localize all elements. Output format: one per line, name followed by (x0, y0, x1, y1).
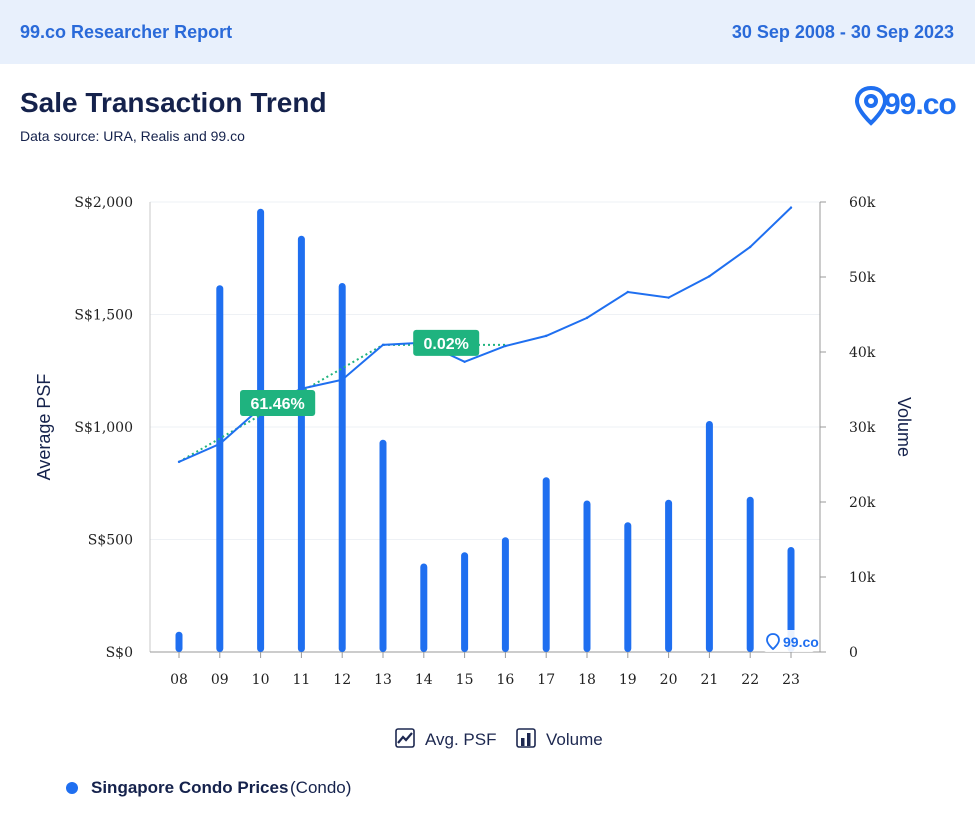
data-source-subtitle: Data source: URA, Realis and 99.co (20, 128, 245, 144)
avg-psf-point (463, 360, 466, 363)
page-title: Sale Transaction Trend (20, 87, 327, 118)
y2-tick-label: 40k (849, 345, 876, 361)
avg-psf-point (789, 206, 793, 209)
change-badge (240, 390, 316, 416)
volume-bar (624, 522, 632, 652)
avg-psf-point (504, 344, 507, 348)
avg-psf-point (545, 334, 548, 338)
change-badge-label: 61.46% (250, 396, 304, 413)
report-date-range: 30 Sep 2008 - 30 Sep 2023 (731, 22, 954, 42)
watermark-pin-icon (766, 633, 780, 651)
x-tick-label: 08 (170, 672, 188, 688)
legend-label-avg-psf: Avg. PSF (425, 730, 497, 749)
avg-psf-point (749, 245, 752, 249)
avg-psf-point (381, 343, 385, 347)
change-badge-label: 0.02% (424, 336, 469, 353)
avg-psf-line (178, 206, 792, 463)
x-tick-label: 13 (374, 672, 392, 688)
change-badge (413, 329, 480, 356)
y2-tick-label: 50k (849, 270, 876, 286)
x-tick-label: 23 (782, 672, 800, 688)
volume-bar (787, 547, 795, 652)
avg-psf-point (300, 387, 303, 390)
volume-bar (216, 285, 224, 652)
volume-bar (297, 235, 305, 652)
y-tick-label: S$0 (106, 645, 133, 661)
volume-bar (705, 421, 713, 652)
y2-tick-label: 60k (849, 195, 876, 211)
x-tick-label: 12 (333, 672, 351, 688)
y-tick-label: S$2,000 (74, 195, 133, 211)
x-tick-label: 22 (741, 672, 759, 688)
x-tick-label: 18 (578, 672, 596, 688)
avg-psf-point (626, 290, 629, 294)
avg-psf-point (708, 275, 711, 278)
volume-bar (175, 631, 183, 652)
volume-bar (746, 496, 754, 652)
report-name: 99.co Researcher Report (20, 22, 233, 42)
series-name: Singapore Condo Prices (91, 778, 289, 797)
x-tick-label: 15 (456, 672, 474, 688)
avg-psf-point (177, 460, 181, 464)
sale-transaction-chart: S$0 S$500 S$1,000 S$1,500 S$2,000 0 10k 20k 30k 4… (34, 195, 914, 688)
volume-bar (338, 283, 346, 652)
volume-bar (542, 477, 550, 652)
x-tick-label: 09 (211, 672, 229, 688)
x-tick-label: 14 (415, 672, 433, 688)
x-tick-label: 21 (700, 672, 718, 688)
y-tick-label: S$1,500 (74, 308, 133, 324)
x-tick-label: 16 (496, 672, 514, 688)
avg-psf-point (667, 296, 670, 299)
y2-tick-label: 30k (849, 420, 876, 436)
series-type: (Condo) (290, 778, 352, 797)
volume-bar (501, 537, 509, 652)
legend-item-volume[interactable]: Volume (516, 728, 616, 752)
report-header-bar: 99.co Researcher Report 30 Sep 2008 - 30… (0, 0, 975, 64)
x-tick-label: 10 (252, 672, 270, 688)
y-axis-title: Average PSF (34, 374, 54, 481)
x-tick-label: 20 (660, 672, 678, 688)
y2-tick-label: 0 (849, 645, 858, 661)
volume-bar (420, 563, 428, 652)
legend-item-avg-psf[interactable]: Avg. PSF (395, 728, 505, 752)
avg-psf-point (341, 378, 344, 381)
y2-tick-label: 20k (849, 495, 876, 511)
volume-bar (665, 499, 673, 652)
y-tick-label: S$1,000 (74, 420, 133, 436)
avg-psf-point (218, 442, 221, 446)
line-chart-icon (395, 728, 415, 748)
x-tick-label: 19 (619, 672, 637, 688)
avg-psf-point (585, 316, 589, 320)
y-tick-label: S$500 (88, 533, 133, 549)
legend-label-volume: Volume (546, 730, 603, 749)
brand-pin-icon (855, 86, 888, 126)
bar-chart-icon (516, 728, 536, 748)
x-tick-label: 17 (537, 672, 555, 688)
y2-axis-title: Volume (894, 397, 914, 457)
watermark-text: 99.co (783, 634, 819, 650)
y2-tick-label: 10k (849, 570, 876, 586)
x-tick-label: 11 (292, 672, 310, 688)
volume-bar (583, 500, 591, 652)
series-color-dot (66, 782, 78, 794)
volume-bar (257, 208, 265, 652)
trend-line (178, 344, 384, 463)
brand-logo-text: 99.co (884, 88, 957, 121)
volume-bar (379, 439, 387, 652)
volume-bar (461, 552, 469, 652)
